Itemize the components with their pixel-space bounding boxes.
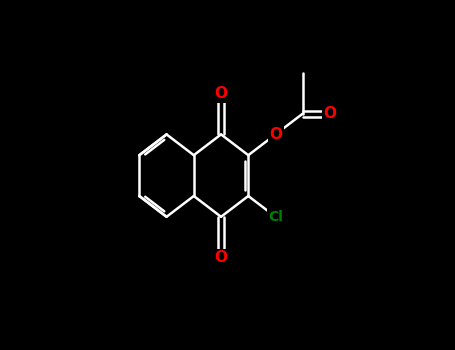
Text: O: O bbox=[215, 86, 228, 101]
Text: O: O bbox=[215, 250, 228, 265]
Text: O: O bbox=[324, 106, 337, 121]
Text: Cl: Cl bbox=[268, 210, 283, 224]
Text: O: O bbox=[269, 127, 282, 142]
